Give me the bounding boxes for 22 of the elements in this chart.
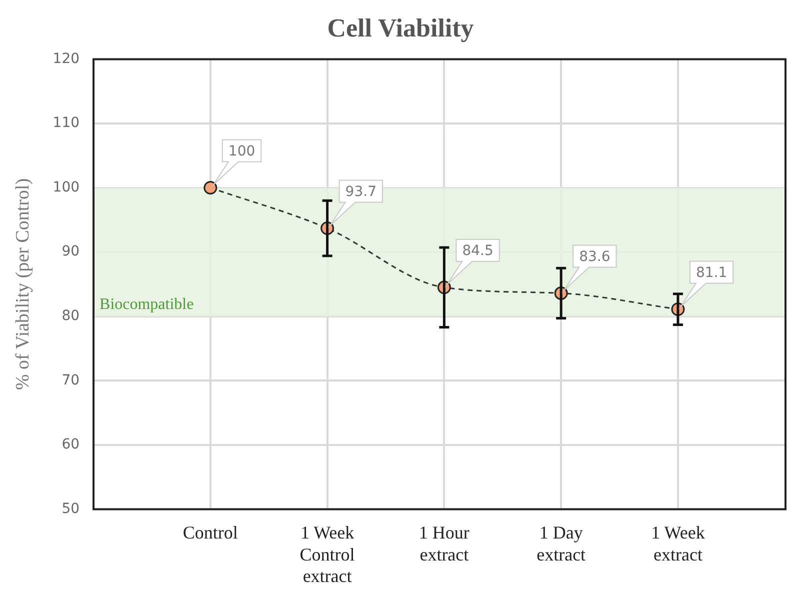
y-tick-label: 100 xyxy=(52,179,80,196)
data-label: 93.7 xyxy=(345,184,376,200)
x-tick-label: Control xyxy=(182,522,238,543)
y-tick-label: 110 xyxy=(52,115,80,132)
data-label: 100 xyxy=(228,143,256,160)
y-axis-title: % of Viability (per Control) xyxy=(12,178,34,390)
y-tick-label: 70 xyxy=(62,372,80,388)
x-tick-label: 1 Week Control extract xyxy=(300,522,355,586)
data-label: 81.1 xyxy=(696,264,728,281)
y-tick-label: 50 xyxy=(62,500,80,517)
y-tick-label: 120 xyxy=(52,50,80,67)
y-tick-label: 90 xyxy=(62,244,80,260)
data-label: 84.5 xyxy=(462,243,494,260)
x-tick-label: 1 Hour extract xyxy=(418,522,470,564)
point xyxy=(204,181,218,195)
y-tick-label: 60 xyxy=(62,436,80,453)
band-label: Biocompatible xyxy=(100,296,194,313)
data-label: 83.6 xyxy=(579,248,610,265)
x-tick-label: 1 Day extract xyxy=(536,522,586,564)
x-tick-label: 1 Week extract xyxy=(651,522,705,564)
y-tick-label: 80 xyxy=(62,308,80,324)
chart-title: Cell Viability xyxy=(327,13,474,42)
